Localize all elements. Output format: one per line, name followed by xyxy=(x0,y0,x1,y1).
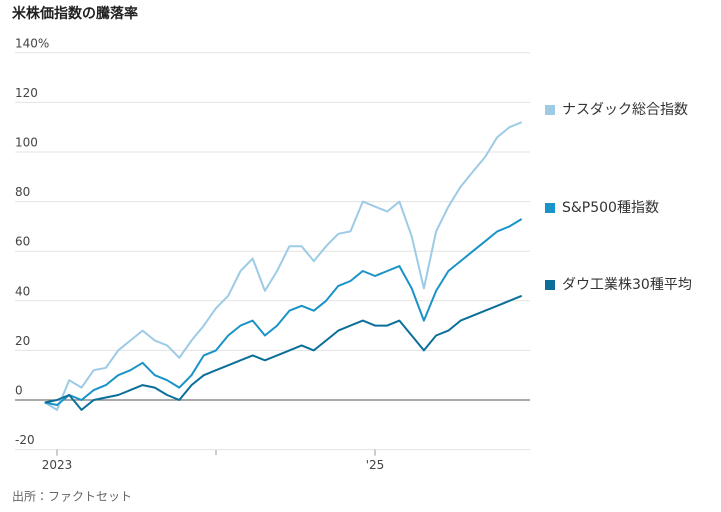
y-tick-label: 100 xyxy=(15,136,38,150)
y-tick-label: 60 xyxy=(15,235,30,249)
y-tick-label: 140% xyxy=(15,36,49,50)
legend-swatch xyxy=(545,280,555,290)
y-tick-label: -20 xyxy=(15,433,35,447)
legend-label: S&P500種指数 xyxy=(562,200,659,216)
chart-title: 米株価指数の騰落率 xyxy=(12,5,138,22)
series-line xyxy=(44,121,523,411)
legend-label: ダウ工業株30種平均 xyxy=(562,277,692,293)
y-tick-label: 0 xyxy=(15,384,23,398)
y-tick-label: 40 xyxy=(15,284,30,298)
series-line xyxy=(44,294,523,411)
legend-swatch xyxy=(545,105,555,115)
legend-label: ナスダック総合指数 xyxy=(562,102,688,118)
x-tick-label: '25 xyxy=(366,458,385,472)
source-note: 出所：ファクトセット xyxy=(12,490,132,504)
series-line xyxy=(44,218,523,406)
x-tick-label: 2023 xyxy=(42,458,73,472)
legend-swatch xyxy=(545,203,555,213)
y-tick-label: 20 xyxy=(15,334,30,348)
y-tick-label: 80 xyxy=(15,185,30,199)
y-tick-label: 120 xyxy=(15,86,38,100)
